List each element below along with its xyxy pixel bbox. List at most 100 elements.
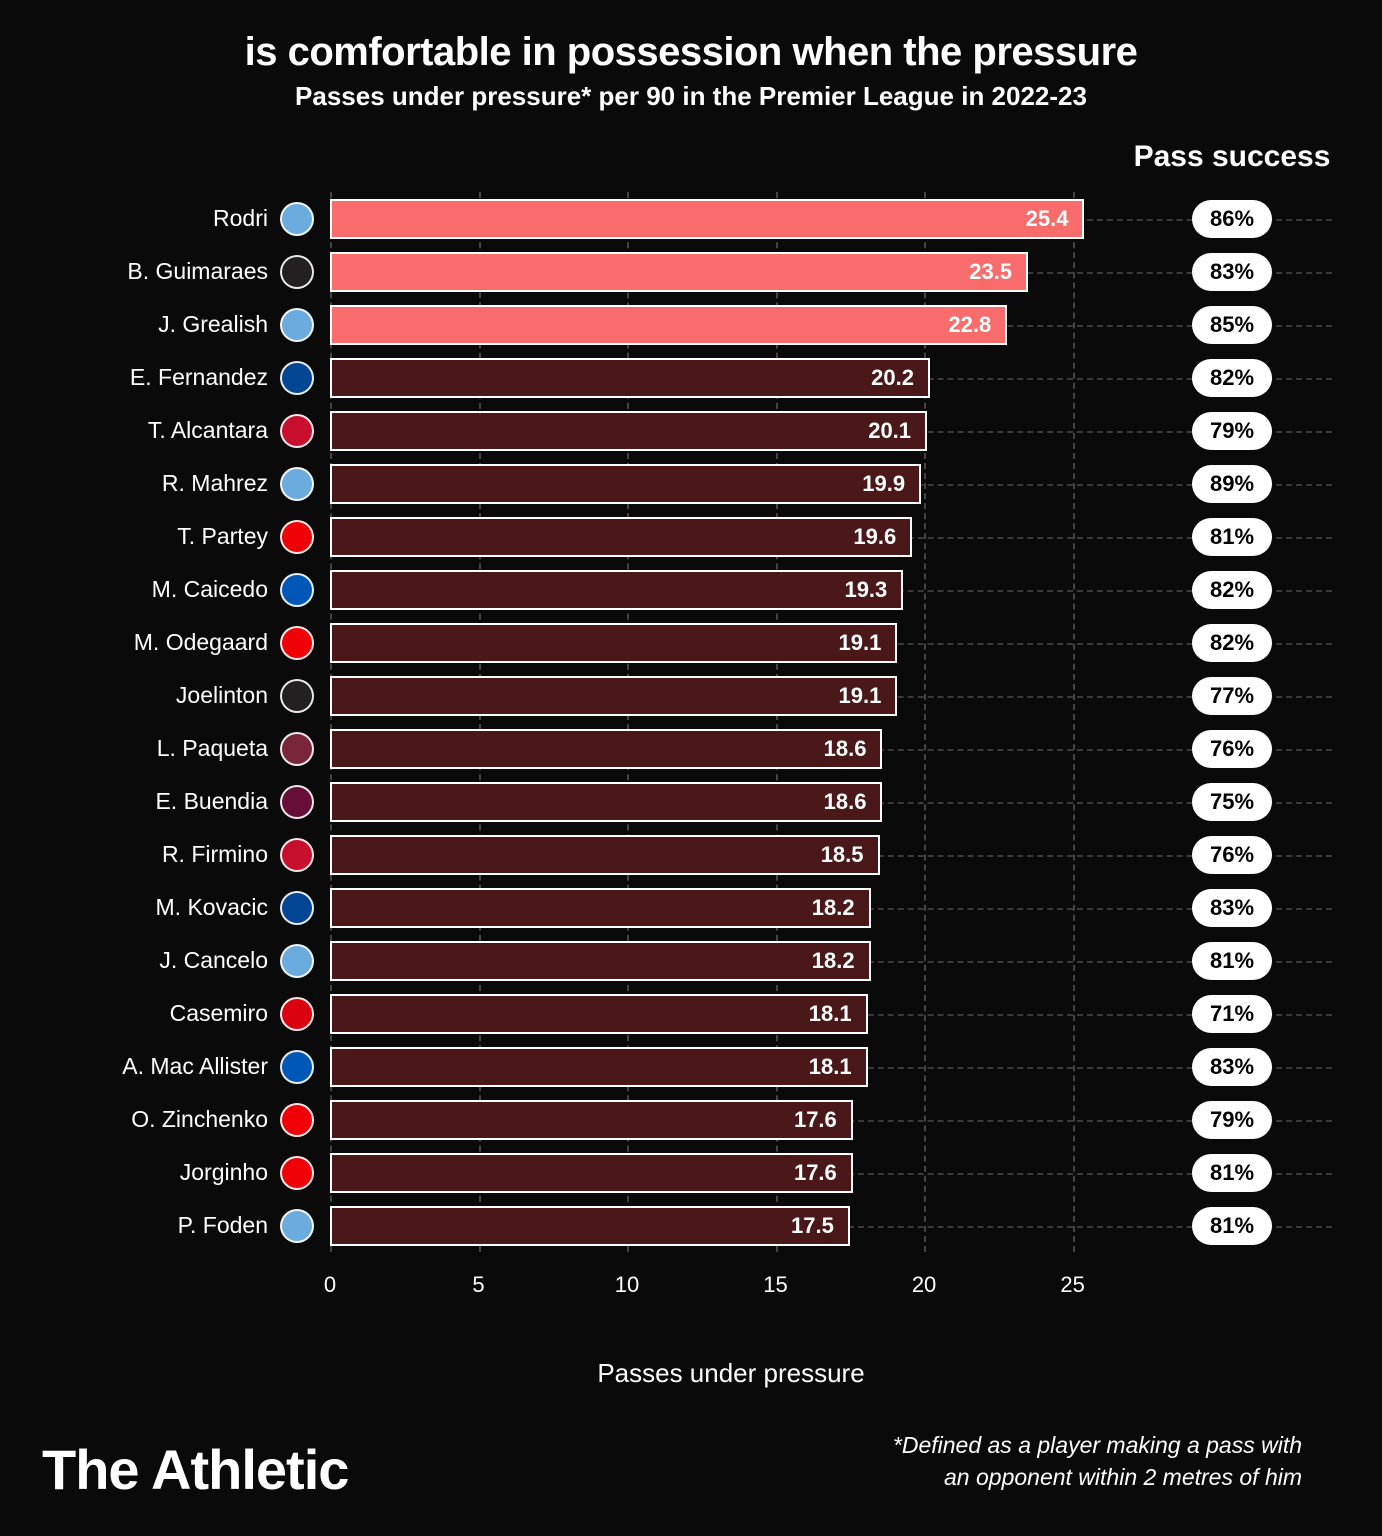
- club-badge-icon: [280, 1156, 314, 1190]
- chart-row: T. Alcantara20.179%: [50, 404, 1332, 457]
- success-pill: 81%: [1192, 1154, 1272, 1192]
- club-badge-icon: [280, 255, 314, 289]
- success-cell: 76%: [1132, 730, 1332, 768]
- pass-success-header: Pass success: [1132, 140, 1332, 174]
- success-cell: 81%: [1132, 518, 1332, 556]
- success-cell: 81%: [1132, 1154, 1332, 1192]
- bar: 17.5: [330, 1206, 850, 1246]
- x-axis: 0510152025: [50, 1266, 1332, 1306]
- header-row: Pass success: [50, 140, 1332, 174]
- bar-track: 19.6: [330, 517, 1132, 557]
- chart-row: E. Fernandez 20.2 82%: [50, 351, 1332, 404]
- success-pill: 89%: [1192, 465, 1272, 503]
- bar-track: 18.1: [330, 994, 1132, 1034]
- chart-row: O. Zinchenko17.679%: [50, 1093, 1332, 1146]
- success-pill: 79%: [1192, 412, 1272, 450]
- success-cell: 83%: [1132, 1048, 1332, 1086]
- bar: 18.1: [330, 1047, 868, 1087]
- bar: 22.8: [330, 305, 1007, 345]
- bar: 18.1: [330, 994, 868, 1034]
- club-badge-icon: [280, 520, 314, 554]
- player-name: T. Partey: [50, 523, 280, 550]
- club-badge-icon: [280, 626, 314, 660]
- success-pill: 77%: [1192, 677, 1272, 715]
- footnote-line-2: an opponent within 2 metres of him: [944, 1464, 1302, 1490]
- bar-track: 18.6: [330, 782, 1132, 822]
- bar: 18.2: [330, 941, 871, 981]
- player-name: L. Paqueta: [50, 735, 280, 762]
- bar: 19.6: [330, 517, 912, 557]
- bar-track: 17.5: [330, 1206, 1132, 1246]
- bar-track: 18.6: [330, 729, 1132, 769]
- bar: 18.2: [330, 888, 871, 928]
- chart-row: M. Odegaard19.182%: [50, 616, 1332, 669]
- bar-track: 23.5: [330, 252, 1132, 292]
- chart-row: J. Cancelo18.281%: [50, 934, 1332, 987]
- club-badge-icon: [280, 838, 314, 872]
- player-name: Jorginho: [50, 1159, 280, 1186]
- club-badge-icon: [280, 891, 314, 925]
- success-pill: 76%: [1192, 730, 1272, 768]
- club-badge-icon: [280, 467, 314, 501]
- club-badge-icon: [280, 308, 314, 342]
- success-cell: 79%: [1132, 1101, 1332, 1139]
- club-badge-icon: [280, 1103, 314, 1137]
- chart-row: P. Foden17.581%: [50, 1199, 1332, 1252]
- chart-row: T. Partey 19.6 81%: [50, 510, 1332, 563]
- success-cell: 82%: [1132, 624, 1332, 662]
- club-badge-icon: [280, 1050, 314, 1084]
- success-cell: 89%: [1132, 465, 1332, 503]
- chart-row: B. Guimaraes 23.5 83%: [50, 245, 1332, 298]
- success-cell: 76%: [1132, 836, 1332, 874]
- success-pill: 71%: [1192, 995, 1272, 1033]
- success-cell: 77%: [1132, 677, 1332, 715]
- club-badge-icon: [280, 679, 314, 713]
- club-badge-icon: [280, 573, 314, 607]
- brand-logo: The Athletic: [42, 1437, 348, 1502]
- success-pill: 83%: [1192, 1048, 1272, 1086]
- bar-track: 22.8: [330, 305, 1132, 345]
- club-badge-icon: [280, 202, 314, 236]
- bar-track: 18.2: [330, 888, 1132, 928]
- chart-row: R. Firmino18.576%: [50, 828, 1332, 881]
- bar: 19.3: [330, 570, 903, 610]
- success-pill: 82%: [1192, 359, 1272, 397]
- bar-track: 20.1: [330, 411, 1132, 451]
- success-pill: 86%: [1192, 200, 1272, 238]
- success-cell: 86%: [1132, 200, 1332, 238]
- bar-track: 17.6: [330, 1153, 1132, 1193]
- success-cell: 82%: [1132, 571, 1332, 609]
- success-pill: 83%: [1192, 889, 1272, 927]
- x-tick-label: 5: [472, 1272, 484, 1298]
- success-cell: 75%: [1132, 783, 1332, 821]
- club-badge-icon: [280, 1209, 314, 1243]
- x-axis-spacer: [50, 1266, 330, 1306]
- bar: 19.1: [330, 676, 897, 716]
- success-pill: 76%: [1192, 836, 1272, 874]
- x-tick-label: 25: [1060, 1272, 1084, 1298]
- chart-row: Joelinton19.177%: [50, 669, 1332, 722]
- chart-row: J. Grealish22.885%: [50, 298, 1332, 351]
- success-pill: 81%: [1192, 518, 1272, 556]
- bar: 18.6: [330, 782, 882, 822]
- x-tick-label: 20: [912, 1272, 936, 1298]
- bar: 18.5: [330, 835, 880, 875]
- player-name: E. Fernandez: [50, 364, 280, 391]
- success-cell: 83%: [1132, 253, 1332, 291]
- bar: 17.6: [330, 1100, 853, 1140]
- success-pill: 75%: [1192, 783, 1272, 821]
- bar: 25.4: [330, 199, 1084, 239]
- chart-row: E. Buendia18.675%: [50, 775, 1332, 828]
- player-name: R. Mahrez: [50, 470, 280, 497]
- bar: 23.5: [330, 252, 1028, 292]
- chart-title: is comfortable in possession when the pr…: [50, 30, 1332, 75]
- success-cell: 82%: [1132, 359, 1332, 397]
- chart-row: A. Mac Allister18.183%: [50, 1040, 1332, 1093]
- bar-track: 19.9: [330, 464, 1132, 504]
- player-name: B. Guimaraes: [50, 258, 280, 285]
- bar: 20.2: [330, 358, 930, 398]
- bar: 19.1: [330, 623, 897, 663]
- bar-track: 18.5: [330, 835, 1132, 875]
- chart-row: M. Caicedo19.382%: [50, 563, 1332, 616]
- x-axis-label: Passes under pressure: [50, 1358, 1332, 1389]
